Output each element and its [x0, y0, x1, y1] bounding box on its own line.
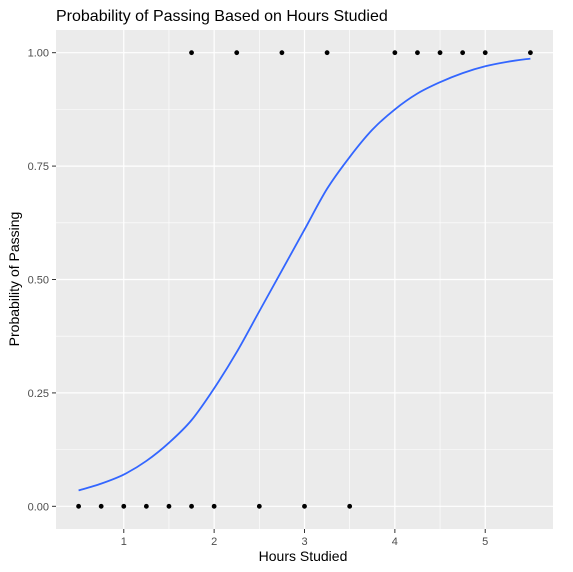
- y-tick-label: 0.00: [28, 501, 49, 513]
- x-tick-label: 1: [121, 536, 127, 548]
- data-point: [347, 503, 353, 509]
- data-point: [189, 50, 194, 56]
- y-tick-label: 0.25: [28, 388, 49, 400]
- fitted-curve-layer: [78, 57, 531, 492]
- data-point: [437, 50, 443, 56]
- x-tick-label: 2: [211, 536, 217, 548]
- x-tick-label: 3: [301, 536, 307, 548]
- data-point: [256, 503, 262, 509]
- data-point: [166, 503, 172, 509]
- x-tick-label: 5: [482, 536, 488, 548]
- data-point: [189, 503, 194, 509]
- x-tick-label: 4: [392, 536, 398, 548]
- data-point: [392, 50, 398, 56]
- logistic-fit-curve: [78, 57, 531, 492]
- x-axis: 1 2 3 4 5: [121, 529, 488, 548]
- data-point: [460, 50, 466, 56]
- y-axis: 0.00 0.25 0.50 0.75 1.00: [28, 48, 56, 513]
- data-point: [121, 503, 127, 509]
- data-point: [76, 503, 81, 509]
- data-point: [211, 503, 217, 509]
- y-tick-label: 0.50: [28, 275, 49, 287]
- data-point: [98, 503, 104, 509]
- y-axis-label: Probability of Passing: [6, 212, 22, 347]
- x-axis-label: Hours Studied: [259, 548, 348, 564]
- data-points-layer: [76, 50, 533, 509]
- data-point: [324, 50, 330, 56]
- data-point: [234, 50, 240, 56]
- data-point: [302, 503, 307, 509]
- data-point: [482, 50, 488, 56]
- data-point: [415, 50, 420, 56]
- data-point: [279, 50, 285, 56]
- y-tick-label: 0.75: [28, 161, 49, 173]
- data-point: [528, 50, 533, 56]
- y-tick-label: 1.00: [28, 48, 49, 60]
- data-point: [143, 503, 149, 509]
- chart-title: Probability of Passing Based on Hours St…: [56, 8, 388, 25]
